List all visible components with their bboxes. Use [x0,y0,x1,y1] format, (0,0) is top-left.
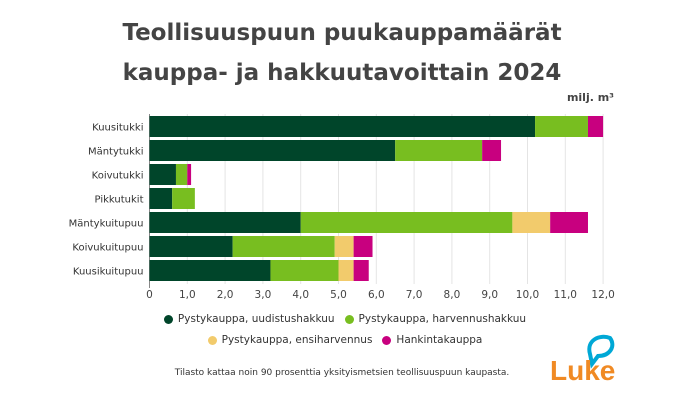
bar-segment [149,260,271,281]
x-tick-label: 8,0 [444,289,461,301]
svg-text:Luke: Luke [550,355,615,386]
x-tick-label: 12,0 [591,289,614,301]
legend-swatch [163,314,173,324]
legend-item: Pystykauppa, ensiharvennus [207,334,373,346]
legend-label: Hankintakauppa [396,334,483,346]
bar-segment [334,236,354,257]
bar-segment [149,212,301,233]
bar-segment [149,236,233,257]
x-tick-label: 3,0 [255,289,272,301]
bar-segment [149,116,536,137]
legend-swatch [344,314,354,324]
x-tick-label: 11,0 [554,289,577,301]
category-label: Kuusikuitupuu [73,267,144,278]
x-tick-label: 4,0 [292,289,309,301]
bar-segment [300,212,513,233]
legend-swatch [382,335,392,345]
bar-segment [512,212,551,233]
bar-segment [338,260,354,281]
bar-segment [482,140,502,161]
legend-item: Pystykauppa, uudistushakkuu [163,313,335,325]
category-label: Mäntytukki [88,147,144,158]
x-tick-label: 2,0 [217,289,234,301]
bar-segment [587,116,604,137]
x-tick-label: 0 [146,289,153,301]
bar-segment [353,236,373,257]
legend-item: Hankintakauppa [382,334,482,346]
x-tick-label: 1,0 [179,289,196,301]
category-label: Pikkutukit [95,195,144,206]
x-tick-label: 9,0 [481,289,498,301]
bar-segment [149,140,396,161]
category-label: Koivukuitupuu [72,243,143,254]
legend-label: Pystykauppa, harvennushakkuu [358,313,527,325]
bar-segment [395,140,483,161]
legend-swatch [207,335,217,345]
category-label: Mäntykuitupuu [69,219,144,230]
category-label: Kuusitukki [92,123,143,134]
x-tick-label: 5,0 [330,289,347,301]
legend-label: Pystykauppa, uudistushakkuu [177,313,335,325]
luke-logo: Luke [550,334,615,386]
bar-segment [172,188,195,209]
legend: Pystykauppa, uudistushakkuu Pystykauppa, … [80,313,610,346]
legend-label: Pystykauppa, ensiharvennus [221,334,373,346]
bar-segment [550,212,588,233]
bar-segment [175,164,188,185]
chart-title-line2: kauppa- ja hakkuutavoittain 2024 [122,60,562,86]
legend-item: Pystykauppa, harvennushakkuu [344,313,527,325]
x-tick-label: 7,0 [406,289,423,301]
x-tick-label: 6,0 [368,289,385,301]
bar-segment [149,188,173,209]
bar-segment [232,236,335,257]
chart-title-line1: Teollisuuspuun puukauppamäärät [122,20,562,46]
unit-label: milj. m³ [566,91,614,104]
x-tick-label: 10,0 [516,289,539,301]
footnote: Tilasto kattaa noin 90 prosenttia yksity… [174,368,510,378]
bar-segment [187,164,192,185]
bar-segment [535,116,588,137]
bar-segment [353,260,369,281]
bar-segment [270,260,339,281]
bar-chart: 0 1,0 2,0 3,0 4,0 5,0 6,0 7,0 8,0 9,0 10,0 11,0 12,0… [69,114,615,301]
bar-segment [149,164,176,185]
category-label: Koivutukki [92,171,144,182]
